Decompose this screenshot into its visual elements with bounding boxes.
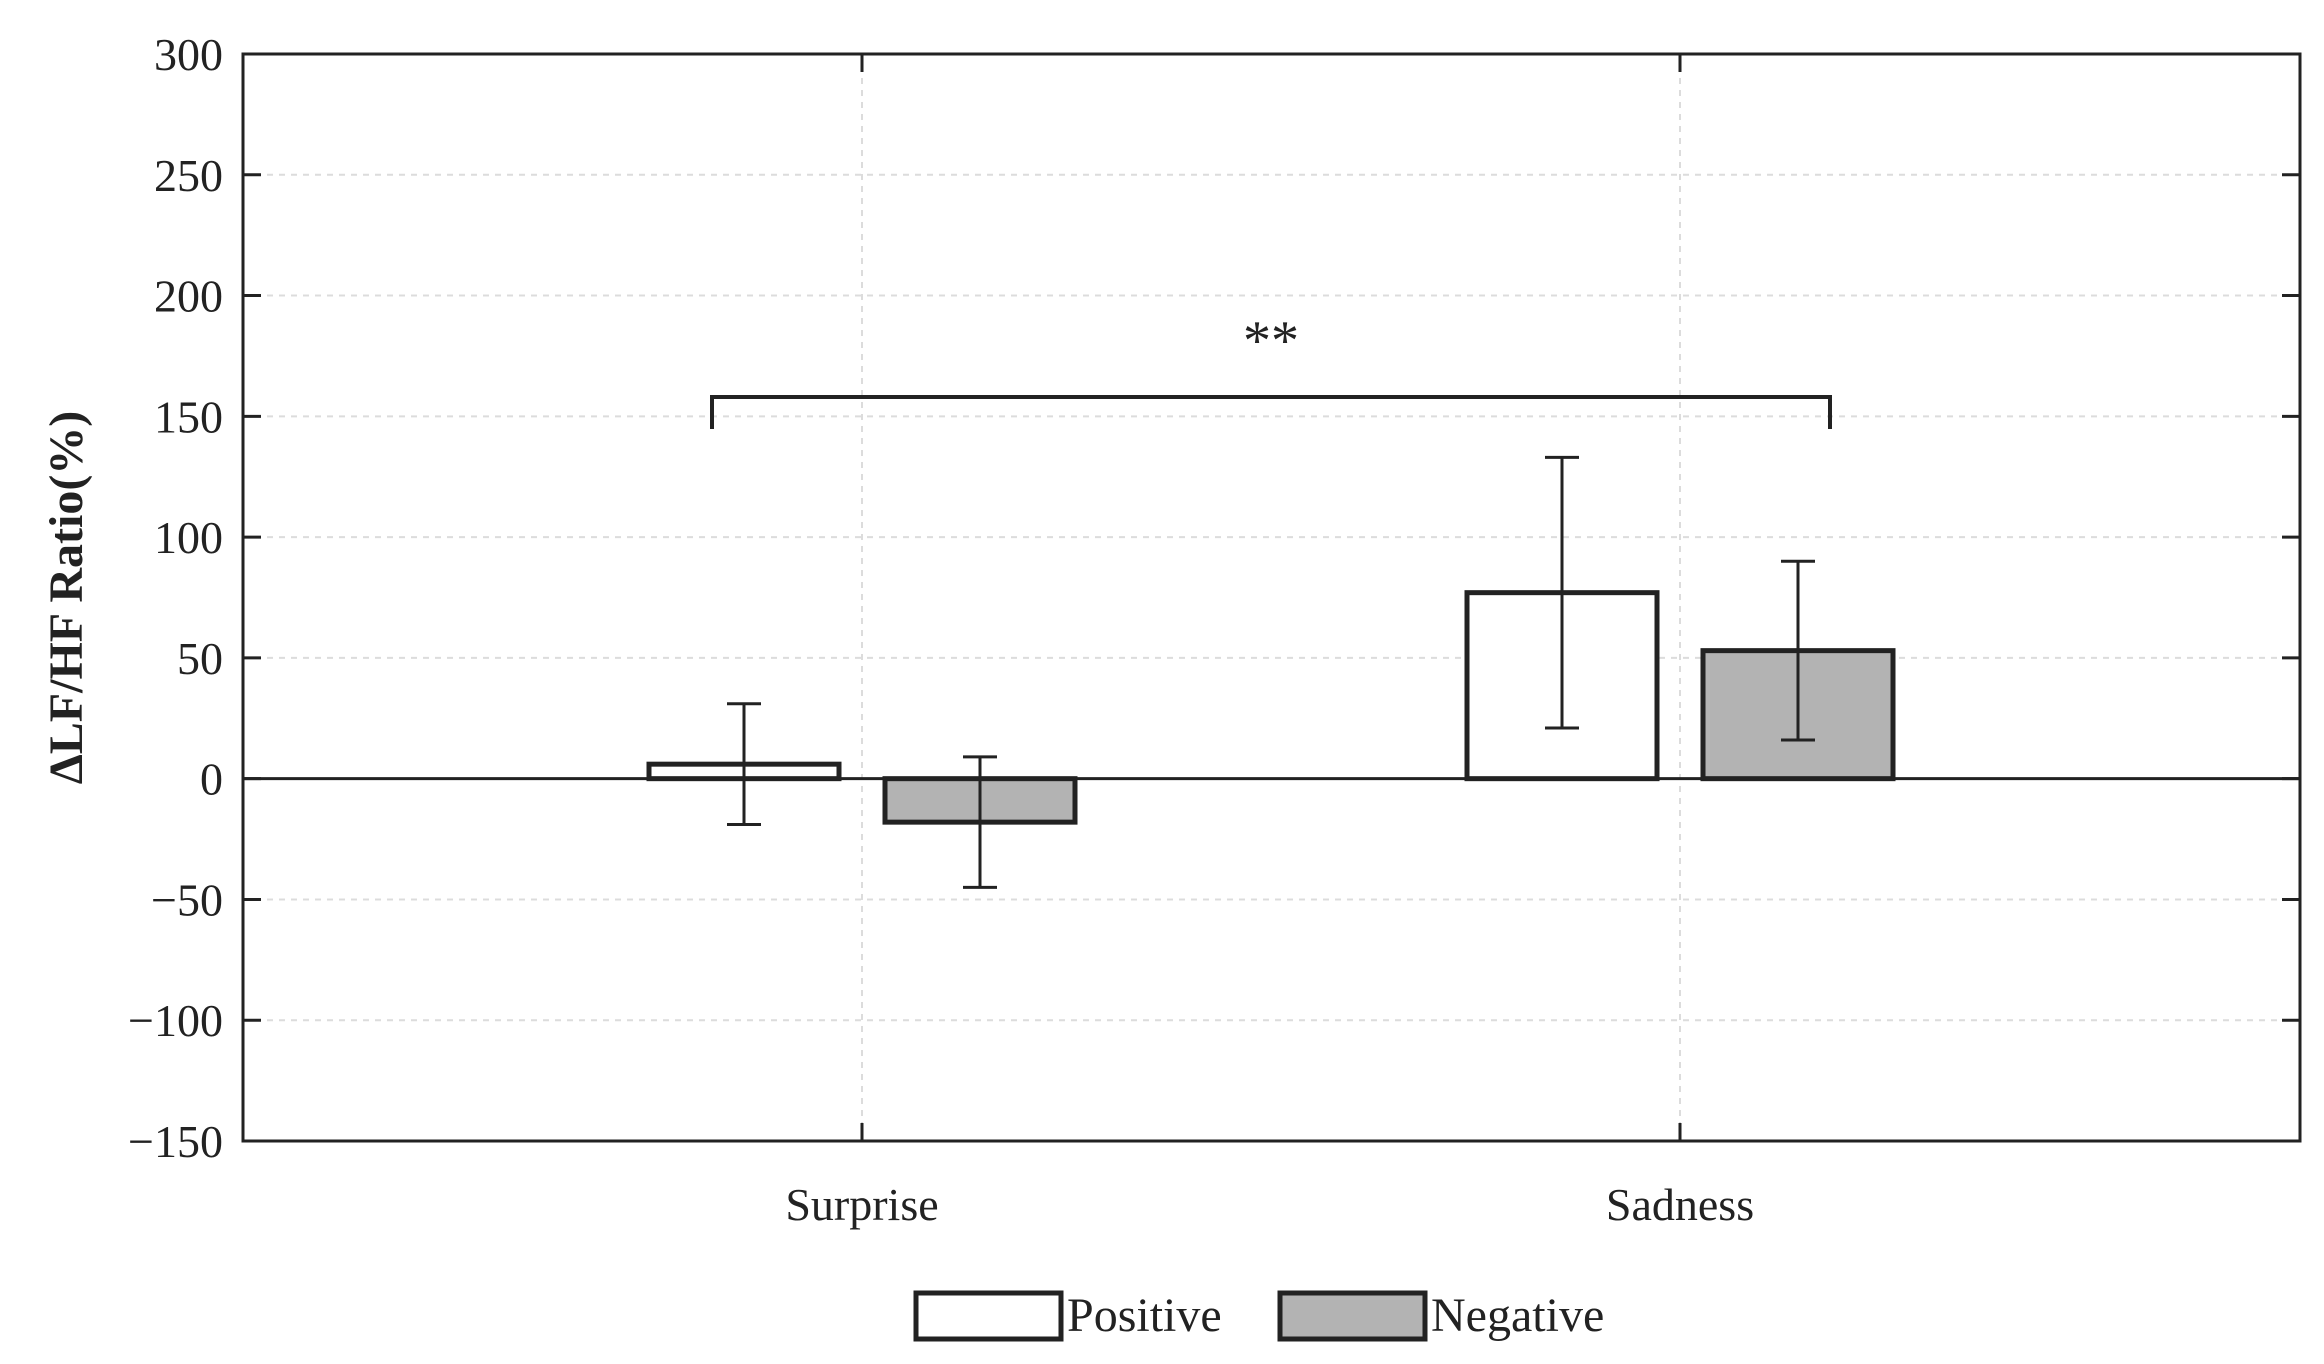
bars: [646, 590, 1896, 825]
y-tick-label-250: 250: [154, 150, 223, 201]
error-bars: [727, 455, 1815, 889]
error-bar-surprise-negative: [963, 755, 997, 889]
tick-labels: 300 250 200 150 100 50 0 −50 −100 −150 Surprise Sad…: [128, 29, 1754, 1230]
y-tick-label-200: 200: [154, 271, 223, 322]
y-tick-label-150: −150: [128, 1116, 223, 1167]
significance-annotation: **: [710, 310, 1832, 430]
y-axis-title: ΔLF/HF Ratio(%): [40, 411, 93, 785]
y-tick-label-300: 300: [154, 29, 223, 80]
significance-bracket: [710, 395, 1832, 430]
significance-label: **: [1243, 310, 1299, 372]
axes: [241, 52, 2302, 1143]
error-bar-sadness-positive: [1545, 455, 1579, 730]
grid-lines: [243, 54, 2300, 1141]
x-tick-label-surprise: Surprise: [785, 1179, 938, 1230]
y-tick-label-100: 100: [154, 512, 223, 563]
legend-swatch-positive: [913, 1290, 1064, 1342]
y-tick-label-50: −50: [151, 874, 223, 925]
y-tick-label-150: 150: [154, 391, 223, 442]
error-bar-sadness-negative: [1781, 559, 1815, 742]
y-tick-label-100: −100: [128, 995, 223, 1046]
y-tick-label-50: 50: [177, 633, 223, 684]
x-tick-label-sadness: Sadness: [1606, 1179, 1754, 1230]
legend-label-negative: Negative: [1431, 1289, 1604, 1342]
y-tick-label-0: 0: [200, 754, 223, 805]
legend-label-positive: Positive: [1067, 1289, 1222, 1342]
error-bar-surprise-positive: [727, 702, 761, 827]
plot-frame: [241, 52, 2302, 1143]
legend-swatch-negative: [1277, 1290, 1428, 1342]
legend: Positive Negative: [913, 1289, 1604, 1342]
